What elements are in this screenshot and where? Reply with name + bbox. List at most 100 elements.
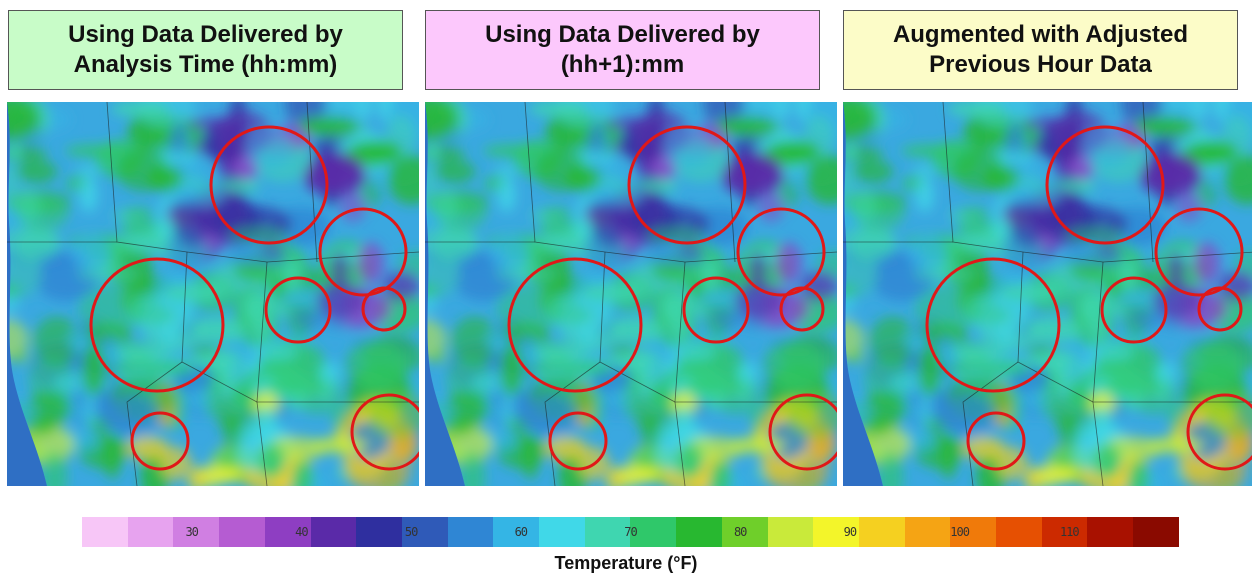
colorbar-segment	[1133, 517, 1179, 547]
map-panel-3	[843, 102, 1252, 486]
temperature-blob	[387, 155, 419, 205]
temperature-blob	[939, 437, 958, 480]
temperature-blob	[962, 436, 1006, 460]
temperature-blob	[141, 361, 195, 376]
temperature-blob	[1000, 283, 1061, 302]
temperature-blob	[1140, 152, 1201, 189]
colorbar-segment	[493, 517, 540, 547]
temperature-blob	[766, 140, 820, 162]
colorbar-label: Temperature (°F)	[554, 553, 698, 573]
temperature-blob	[1118, 260, 1138, 292]
temperature-map-1	[7, 102, 419, 486]
temperature-blob	[939, 394, 997, 438]
temperature-blob	[977, 361, 1031, 376]
temperature-colorbar	[82, 517, 1179, 547]
highlight-circle	[627, 125, 747, 245]
temperature-blob	[173, 199, 210, 247]
temperature-blob	[291, 459, 314, 486]
colorbar-segment	[539, 517, 585, 547]
temperature-blob	[1192, 242, 1220, 285]
temperature-field	[425, 102, 837, 486]
temperature-blob	[77, 266, 139, 283]
temperature-blob	[164, 283, 225, 302]
temperature-blob	[10, 350, 32, 365]
highlight-circle	[1197, 286, 1243, 332]
colorbar-tick-label: 110	[1059, 525, 1080, 539]
temperature-blob	[843, 111, 863, 124]
temperature-blob	[1009, 199, 1046, 247]
colorbar-segment	[584, 517, 631, 547]
temperature-blob	[7, 111, 27, 124]
temperature-blob	[495, 285, 564, 332]
temperature-blob	[529, 102, 589, 117]
temperature-blob	[1062, 248, 1125, 267]
temperature-blob	[532, 342, 590, 362]
temperature-blob	[591, 199, 628, 247]
temperature-blob	[559, 361, 613, 376]
colorbar-segment	[813, 517, 859, 547]
colorbar-segment	[127, 517, 174, 547]
temperature-blob	[320, 360, 348, 388]
temperature-blob	[330, 251, 350, 289]
temperature-blob	[877, 450, 904, 486]
temperature-blob	[65, 144, 130, 158]
temperature-blob	[351, 102, 374, 121]
temperature-blob	[722, 152, 783, 189]
temperature-blob	[221, 179, 261, 193]
state-boundary	[1092, 401, 1104, 486]
colorbar-segment	[310, 517, 357, 547]
temperature-blob	[913, 266, 975, 283]
temperature-blob	[605, 466, 624, 486]
temperature-blob	[648, 356, 668, 385]
temperature-blob	[609, 317, 664, 343]
temperature-blob	[1166, 251, 1186, 289]
temperature-blob	[434, 187, 458, 223]
highlight-circle	[548, 411, 608, 471]
temperature-blob	[960, 207, 990, 220]
temperature-blob	[912, 164, 937, 178]
temperature-blob	[582, 283, 643, 302]
temperature-blob	[345, 340, 407, 389]
temperature-blob	[382, 270, 419, 302]
temperature-blob	[16, 187, 40, 223]
temperature-blob	[76, 164, 101, 178]
temperature-blob	[963, 293, 1031, 333]
temperature-field	[843, 102, 1252, 486]
temperature-blob	[846, 350, 868, 365]
temperature-blob	[901, 144, 966, 158]
temperature-blob	[709, 459, 732, 486]
colorbar-segment	[264, 517, 311, 547]
temperature-blob	[915, 177, 934, 213]
temperature-blob	[644, 248, 707, 267]
highlight-circle	[1045, 125, 1165, 245]
temperature-blob	[497, 177, 516, 213]
temperature-field	[7, 102, 419, 486]
temperature-blob	[777, 176, 800, 209]
temperature-blob	[1027, 317, 1082, 343]
temperature-blob	[757, 192, 785, 223]
temperature-blob	[1120, 102, 1162, 127]
temperature-blob	[1187, 102, 1210, 121]
temperature-blob	[717, 116, 778, 136]
temperature-blob	[852, 160, 894, 184]
temperature-blob	[1080, 127, 1129, 169]
temperature-blob	[230, 356, 250, 385]
temperature-blob	[1175, 192, 1203, 223]
colorbar-tick-label: 40	[295, 525, 308, 539]
temperature-blob	[226, 248, 289, 267]
temperature-blob	[1090, 405, 1113, 451]
temperature-blob	[459, 450, 486, 486]
temperature-blob	[917, 343, 942, 396]
colorbar-tick-labels: 30 40 50 60 70 80 90 100 110	[82, 517, 1179, 547]
temperature-blob	[490, 232, 528, 273]
temperature-blob	[425, 111, 445, 124]
temperature-blob	[1026, 343, 1055, 357]
temperature-blob	[116, 148, 169, 192]
temperature-blob	[486, 333, 509, 352]
temperature-blob	[68, 333, 91, 352]
temperature-blob	[947, 102, 1007, 117]
temperature-blob	[1057, 179, 1097, 193]
temperature-blob	[191, 317, 246, 343]
temperature-blob	[1066, 356, 1086, 385]
temperature-blob	[544, 436, 588, 460]
